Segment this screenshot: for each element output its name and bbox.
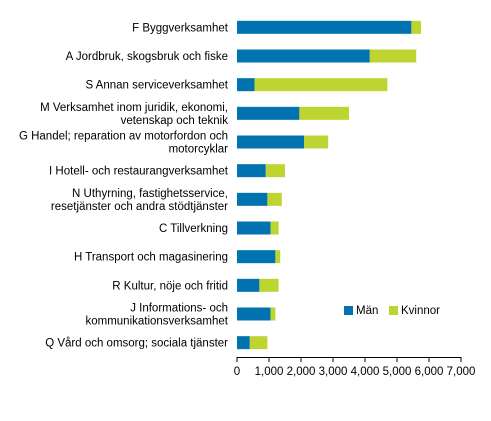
bar-man-2 xyxy=(237,78,255,92)
legend-swatch-man xyxy=(344,306,353,315)
bar-man-7 xyxy=(237,221,271,235)
bar-kvinnor-11 xyxy=(249,336,268,350)
category-label-8: H Transport och magasinering xyxy=(74,252,228,264)
bar-kvinnor-4 xyxy=(304,135,329,149)
legend-swatch-kvinnor xyxy=(389,306,398,315)
bar-man-0 xyxy=(237,20,412,34)
bar-kvinnor-8 xyxy=(275,250,281,264)
bar-kvinnor-5 xyxy=(265,164,285,178)
category-label-10-line-0: J Informations- och xyxy=(130,303,228,315)
x-tick-label-7: 7,000 xyxy=(447,366,476,378)
legend-label-man: Män xyxy=(356,305,378,317)
bar-kvinnor-1 xyxy=(369,49,417,63)
category-label-0: F Byggverksamhet xyxy=(132,22,229,34)
bar-kvinnor-9 xyxy=(259,278,279,292)
bar-man-6 xyxy=(237,192,268,206)
bar-man-1 xyxy=(237,49,370,63)
bar-man-5 xyxy=(237,164,266,178)
category-label-5: I Hotell- och restaurangverksamhet xyxy=(49,166,229,178)
x-tick-label-2: 2,000 xyxy=(287,366,316,378)
category-label-3-line-0: M Verksamhet inom juridik, ekonomi, xyxy=(40,102,228,114)
bar-man-10 xyxy=(237,307,271,321)
category-label-7: C Tillverkning xyxy=(159,223,228,235)
bar-kvinnor-2 xyxy=(254,78,388,92)
bar-man-8 xyxy=(237,250,276,264)
x-tick-label-1: 1,000 xyxy=(255,366,284,378)
bar-kvinnor-0 xyxy=(411,20,421,34)
category-label-11: Q Vård och omsorg; sociala tjänster xyxy=(45,338,228,350)
bar-man-4 xyxy=(237,135,305,149)
category-label-4-line-0: G Handel; reparation av motorfordon och xyxy=(19,131,228,143)
category-label-9: R Kultur, nöje och fritid xyxy=(112,280,228,292)
category-label-3-line-1: vetenskap och teknik xyxy=(121,115,229,127)
x-tick-label-0: 0 xyxy=(234,366,240,378)
category-label-6-line-0: N Uthyrning, fastighetsservice, xyxy=(72,188,228,200)
category-label-1: A Jordbruk, skogsbruk och fiske xyxy=(66,51,228,63)
x-tick-label-6: 6,000 xyxy=(415,366,444,378)
x-tick-label-5: 5,000 xyxy=(383,366,412,378)
bar-man-11 xyxy=(237,336,250,350)
x-tick-label-3: 3,000 xyxy=(319,366,348,378)
category-label-2: S Annan serviceverksamhet xyxy=(85,80,228,92)
category-label-4-line-1: motorcyklar xyxy=(169,144,229,156)
category-label-6-line-1: resetjänster och andra stödtjänster xyxy=(51,201,228,213)
bar-kvinnor-6 xyxy=(267,192,282,206)
bar-man-3 xyxy=(237,106,300,120)
bar-kvinnor-7 xyxy=(270,221,279,235)
legend-label-kvinnor: Kvinnor xyxy=(401,305,440,317)
bar-kvinnor-3 xyxy=(299,106,349,120)
bar-kvinnor-10 xyxy=(270,307,276,321)
x-tick-label-4: 4,000 xyxy=(351,366,380,378)
category-label-10-line-1: kommunikationsverksamhet xyxy=(85,316,228,328)
bar-man-9 xyxy=(237,278,260,292)
